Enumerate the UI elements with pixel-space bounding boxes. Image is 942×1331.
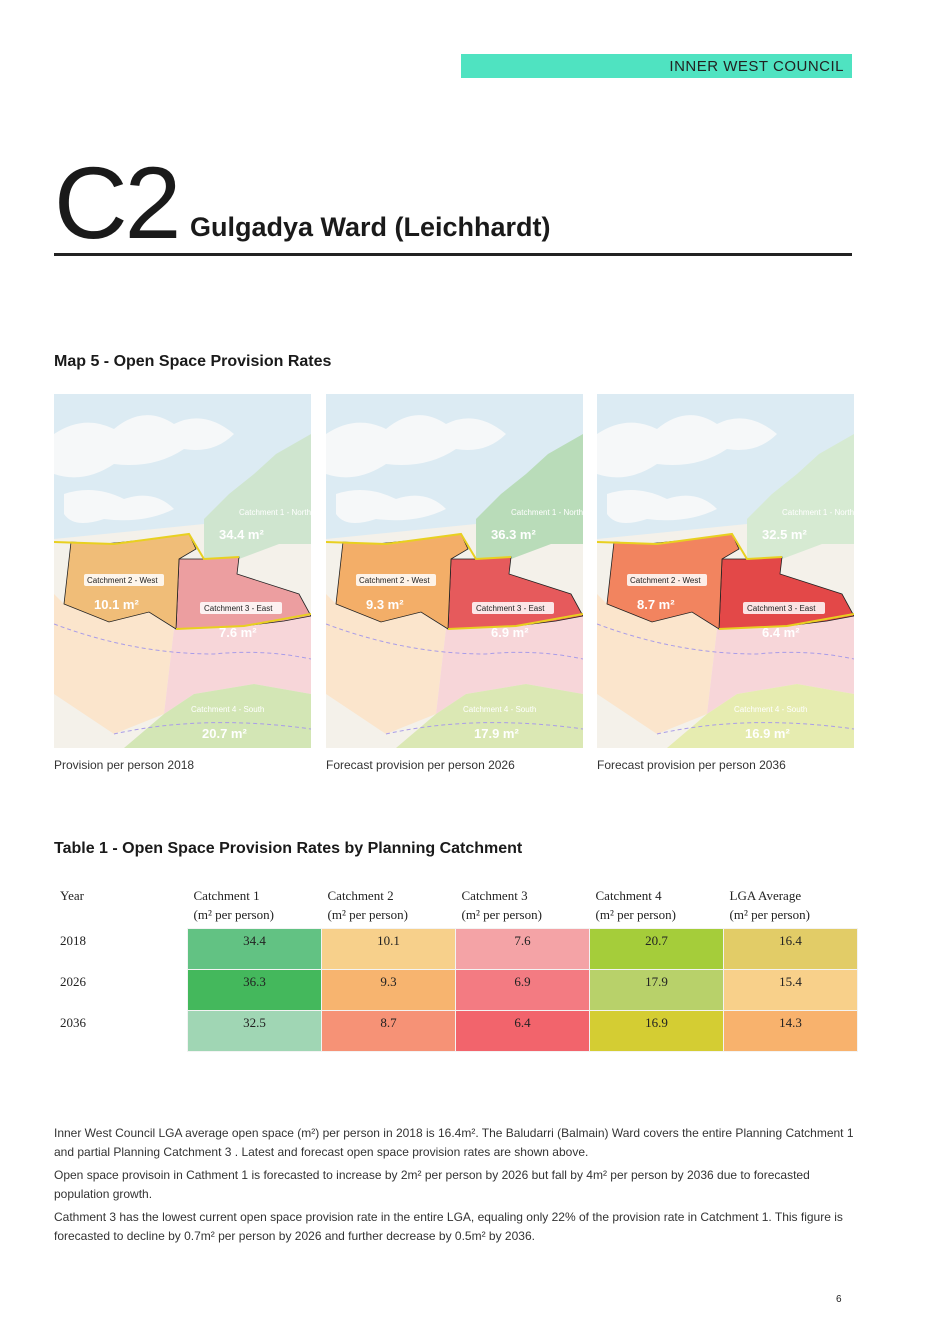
rail-line — [597, 623, 854, 735]
land-patch — [54, 415, 234, 523]
south-east-area — [436, 614, 583, 714]
column-header: Catchment 1 (m² per person) — [193, 888, 274, 922]
value-cell: 36.3 — [187, 969, 322, 1011]
provision-table: Year Catchment 1 (m² per person) Catchmen… — [54, 882, 858, 1052]
catchment-4-area — [124, 684, 311, 748]
map-caption: Forecast provision per person 2036 — [597, 758, 786, 772]
map-value: 34.4 m² — [219, 527, 264, 542]
column-header: LGA Average (m² per person) — [729, 888, 810, 922]
west-lower-area — [597, 594, 717, 734]
map-caption: Provision per person 2018 — [54, 758, 195, 772]
value-cell: 8.7 — [321, 1010, 456, 1052]
land-patch — [326, 415, 506, 523]
ward-boundary — [597, 532, 854, 630]
map-label: Catchment 2 - West — [359, 576, 430, 585]
map-value: 8.7 m² — [637, 597, 675, 612]
year-header: Year — [60, 888, 84, 903]
west-lower-area — [54, 594, 174, 734]
value-cell: 34.4 — [187, 928, 322, 970]
map-label: Catchment 4 - South — [191, 705, 264, 714]
value-cell: 6.9 — [455, 969, 590, 1011]
map-value: 16.9 m² — [745, 726, 790, 741]
catchment-1-area — [747, 434, 854, 559]
map-value: 20.7 m² — [202, 726, 247, 741]
table-title: Table 1 - Open Space Provision Rates by … — [54, 840, 523, 857]
map-value: 36.3 m² — [491, 527, 536, 542]
map-value: 7.6 m² — [219, 625, 257, 640]
paragraph: Inner West Council LGA average open spac… — [54, 1126, 854, 1159]
map-label: Catchment 1 - North — [782, 508, 854, 517]
page-title: Gulgadya Ward (Leichhardt) — [190, 212, 551, 242]
rail-line — [326, 623, 583, 735]
map-label: Catchment 3 - East — [204, 604, 273, 613]
value-cell: 32.5 — [187, 1010, 322, 1052]
map-label: Catchment 1 - North — [511, 508, 583, 517]
map-label: Catchment 4 - South — [734, 705, 807, 714]
map-label: Catchment 2 - West — [630, 576, 701, 585]
map-label: Catchment 1 - North — [239, 508, 311, 517]
west-lower-area — [326, 594, 446, 734]
catchment-map: Catchment 2 - West Catchment 3 - East Ca… — [326, 394, 583, 748]
map-label: Catchment 4 - South — [463, 705, 536, 714]
table-row: 2018 34.4 10.1 7.6 20.7 16.4 — [54, 928, 858, 970]
value-cell: 16.4 — [723, 928, 858, 970]
section-code: C2 — [54, 146, 181, 260]
map-graphic: Catchment 2 - West Catchment 3 - East Ca… — [54, 394, 311, 748]
value-cell: 6.4 — [455, 1010, 590, 1052]
column-header: Catchment 3 (m² per person) — [461, 888, 542, 922]
map-value: 17.9 m² — [474, 726, 519, 741]
map-label: Catchment 3 - East — [747, 604, 816, 613]
year-cell: 2026 — [60, 973, 86, 989]
catchment-4-area — [396, 684, 583, 748]
map-value: 6.9 m² — [491, 625, 529, 640]
map-label: Catchment 3 - East — [476, 604, 545, 613]
map-graphic: Catchment 2 - West Catchment 3 - East Ca… — [597, 394, 854, 748]
value-cell: 16.9 — [589, 1010, 724, 1052]
map-value: 10.1 m² — [94, 597, 139, 612]
catchment-4-area — [667, 684, 854, 748]
ward-boundary — [54, 532, 311, 630]
map-value: 9.3 m² — [366, 597, 404, 612]
year-cell: 2036 — [60, 1014, 86, 1030]
map-label: Catchment 2 - West — [87, 576, 158, 585]
catchment-1-area — [204, 434, 311, 559]
south-east-area — [707, 614, 854, 714]
table-row: 2036 32.5 8.7 6.4 16.9 14.3 — [54, 1010, 858, 1052]
catchment-map: Catchment 2 - West Catchment 3 - East Ca… — [54, 394, 311, 748]
south-east-area — [164, 614, 311, 714]
title-divider — [54, 253, 852, 256]
paragraph: Cathment 3 has the lowest current open s… — [54, 1210, 843, 1243]
rail-line — [54, 623, 311, 735]
map-caption: Forecast provision per person 2026 — [326, 758, 515, 772]
value-cell: 7.6 — [455, 928, 590, 970]
table-row: 2026 36.3 9.3 6.9 17.9 15.4 — [54, 969, 858, 1011]
value-cell: 9.3 — [321, 969, 456, 1011]
catchment-1-area — [476, 434, 583, 559]
year-cell: 2018 — [60, 932, 86, 948]
column-header: Catchment 4 (m² per person) — [595, 888, 676, 922]
map-value: 6.4 m² — [762, 625, 800, 640]
council-banner: INNER WEST COUNCIL — [461, 54, 852, 78]
value-cell: 20.7 — [589, 928, 724, 970]
map-graphic: Catchment 2 - West Catchment 3 - East Ca… — [326, 394, 583, 748]
value-cell: 10.1 — [321, 928, 456, 970]
column-header: Catchment 2 (m² per person) — [327, 888, 408, 922]
map-value: 32.5 m² — [762, 527, 807, 542]
value-cell: 15.4 — [723, 969, 858, 1011]
table-header-row: Year Catchment 1 (m² per person) Catchmen… — [54, 882, 858, 929]
catchment-map: Catchment 2 - West Catchment 3 - East Ca… — [597, 394, 854, 748]
ward-boundary — [326, 532, 583, 630]
council-name: INNER WEST COUNCIL — [669, 58, 844, 75]
value-cell: 17.9 — [589, 969, 724, 1011]
land-patch — [597, 415, 777, 523]
value-cell: 14.3 — [723, 1010, 858, 1052]
paragraph: Open space provisoin in Cathment 1 is fo… — [54, 1168, 810, 1201]
page-number: 6 — [836, 1294, 842, 1305]
map-section-title: Map 5 - Open Space Provision Rates — [54, 353, 332, 370]
